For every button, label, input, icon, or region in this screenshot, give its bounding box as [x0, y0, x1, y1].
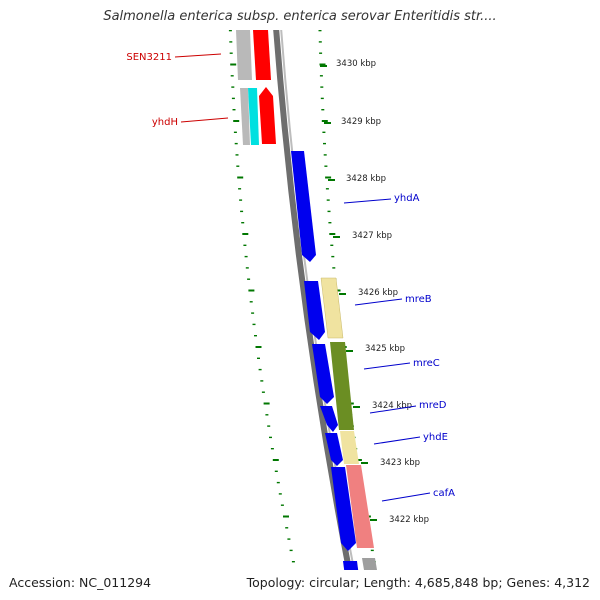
kbp-label-3427: 3427 kbp	[352, 231, 392, 241]
kbp-label-3423: 3423 kbp	[380, 458, 420, 468]
kbp-mark-3429: 3429 kbp	[324, 117, 381, 127]
gene-sen3211[interactable]	[253, 30, 271, 80]
gene-yhde[interactable]	[325, 433, 343, 466]
gene-bottom-blue[interactable]	[343, 561, 362, 600]
kbp-label-3422: 3422 kbp	[389, 515, 429, 525]
kbp-mark-3422: 3422 kbp	[370, 515, 429, 525]
gene-label-text-yhda[interactable]: yhdA	[394, 193, 420, 204]
gene-yhdh-grey[interactable]	[240, 88, 250, 145]
kbp-label-3430: 3430 kbp	[336, 59, 376, 69]
gene-sen3211-grey[interactable]	[236, 30, 252, 80]
gene-label-mred[interactable]: mreD	[369, 400, 447, 414]
kbp-mark-3425: 3425 kbp	[346, 344, 405, 354]
gene-mreb[interactable]	[304, 281, 325, 340]
gene-label-text-cafa[interactable]: cafA	[433, 488, 455, 499]
gene-label-sen3211[interactable]: SEN3211	[126, 52, 222, 63]
gene-yhdh-cyan[interactable]	[248, 88, 259, 145]
gene-label-text-sen3211[interactable]: SEN3211	[126, 52, 172, 63]
gene-mred[interactable]	[320, 406, 338, 432]
gene-mreb-cog	[320, 277, 344, 339]
genome-summary-text: Topology: circular; Length: 4,685,848 bp…	[246, 575, 590, 590]
kbp-mark-3424: 3424 kbp	[353, 401, 412, 411]
gene-cafa[interactable]	[331, 467, 356, 551]
gene-yhdh[interactable]	[259, 87, 276, 144]
gene-label-text-yhde[interactable]: yhdE	[423, 432, 448, 443]
inner-tick-ring	[228, 30, 295, 563]
gene-cafa-cog	[346, 465, 374, 548]
kbp-label-3424: 3424 kbp	[372, 401, 412, 411]
gene-bottom-grey	[362, 558, 377, 570]
kbp-mark-3428: 3428 kbp	[328, 174, 386, 184]
gene-mrec[interactable]	[312, 344, 334, 404]
kbp-mark-3423: 3423 kbp	[361, 458, 420, 468]
gene-label-yhdh[interactable]: yhdH	[152, 117, 229, 128]
gene-label-yhda[interactable]: yhdA	[343, 193, 420, 204]
kbp-label-3426: 3426 kbp	[358, 288, 398, 298]
gene-yhde-cog	[340, 431, 359, 464]
gene-label-cafa[interactable]: cafA	[381, 488, 455, 502]
kbp-scale: 3431 kbp 3430 kbp 3429 kbp 3428 kbp 3427…	[320, 1, 429, 525]
kbp-label-3428: 3428 kbp	[346, 174, 386, 184]
kbp-mark-3430: 3430 kbp	[320, 59, 376, 69]
gene-label-mreb[interactable]: mreB	[354, 294, 432, 306]
gene-label-yhde[interactable]: yhdE	[373, 432, 448, 445]
gene-label-text-mred[interactable]: mreD	[419, 400, 447, 411]
kbp-label-3425: 3425 kbp	[365, 344, 405, 354]
gene-yhda[interactable]	[291, 151, 316, 262]
kbp-label-3431: 3431 kbp	[333, 1, 373, 11]
map-title: Salmonella enterica subsp. enterica sero…	[103, 9, 497, 24]
gene-label-mrec[interactable]: mreC	[363, 358, 440, 370]
kbp-mark-3431: 3431 kbp	[320, 1, 373, 11]
gene-label-text-yhdh[interactable]: yhdH	[152, 117, 178, 128]
gene-label-text-mrec[interactable]: mreC	[413, 358, 440, 369]
kbp-label-3429: 3429 kbp	[341, 117, 381, 127]
kbp-mark-3426: 3426 kbp	[339, 288, 398, 298]
gene-label-text-mreb[interactable]: mreB	[405, 294, 432, 305]
gene-mrec-cog	[330, 342, 354, 430]
kbp-mark-3427: 3427 kbp	[333, 231, 392, 241]
accession-text: Accession: NC_011294	[9, 575, 152, 590]
